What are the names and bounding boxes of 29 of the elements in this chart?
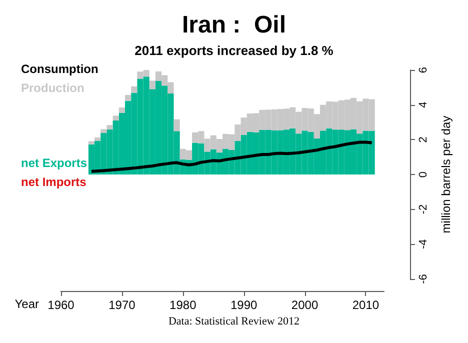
y-tick-label: -2 <box>418 204 430 214</box>
y-tick-label: -4 <box>418 239 430 250</box>
bar <box>131 86 138 93</box>
x-tick-label: 1970 <box>108 298 136 312</box>
bar <box>174 119 180 132</box>
line-series <box>90 140 374 173</box>
y-axis-title: million barrels per day <box>439 116 453 234</box>
text: Data: Statistical Review 2012 <box>168 316 300 328</box>
chart-title: Iran : Oil <box>182 12 286 38</box>
x-tick-label: 2010 <box>352 298 380 312</box>
bar <box>124 94 132 101</box>
y-tick-label: 4 <box>418 102 430 108</box>
y-tick-label: -6 <box>418 274 430 284</box>
x-tick-label: 1990 <box>230 298 258 312</box>
legend-label: net Imports <box>21 175 87 189</box>
x-tick-label: 1980 <box>170 298 197 312</box>
y-tick-label: 0 <box>418 171 430 178</box>
x-tick-label: 1960 <box>48 298 75 312</box>
y-tick-label: 6 <box>418 66 430 74</box>
bar <box>112 116 119 121</box>
bar <box>118 107 125 113</box>
text: Consumption <box>21 62 98 76</box>
series-label: net Exports <box>21 156 88 170</box>
bar <box>94 137 101 141</box>
y-tick-label: 2 <box>418 136 430 143</box>
x-axis-title: Year <box>14 297 39 311</box>
chart-subtitle: 2011 exports increased by 1.8 % <box>134 43 334 58</box>
bar <box>88 141 95 144</box>
x-tick-label: 2000 <box>291 298 318 312</box>
